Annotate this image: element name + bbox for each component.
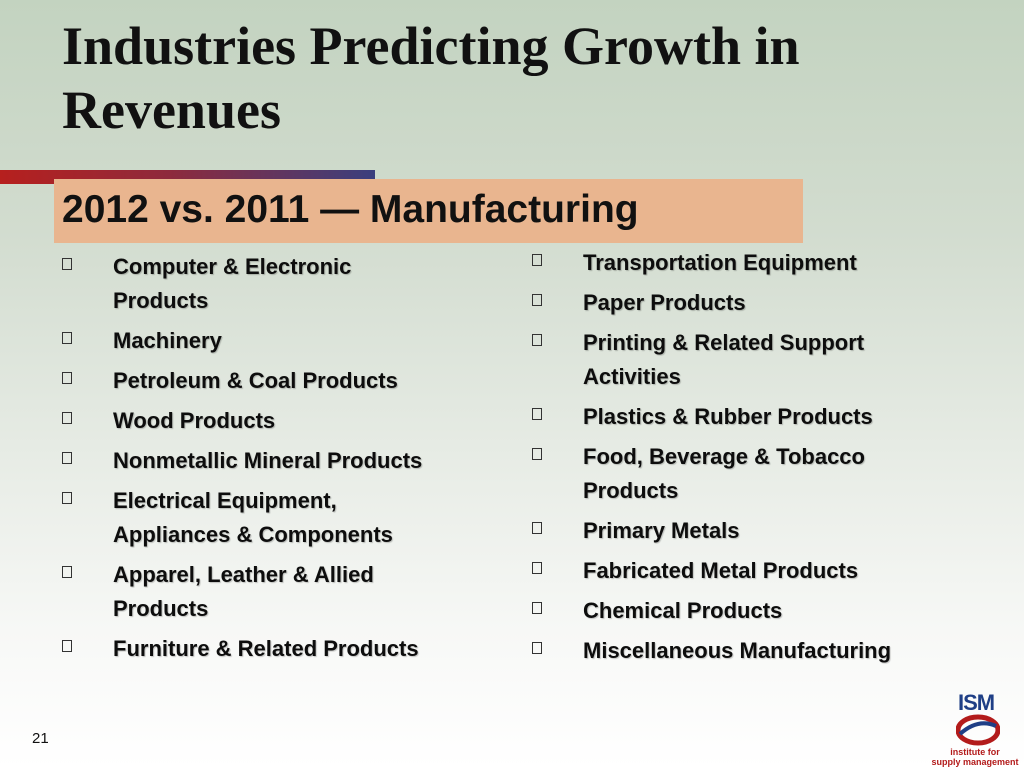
item-label: Transportation Equipment	[583, 250, 857, 275]
square-bullet-icon	[62, 492, 72, 504]
slide-title: Industries Predicting Growth in Revenues	[62, 14, 1002, 142]
logo-swoosh-icon	[956, 714, 1000, 746]
square-bullet-icon	[62, 566, 72, 578]
item-label: Printing & Related Support	[583, 330, 865, 355]
item-label: Wood Products	[113, 408, 276, 433]
item-label: Food, Beverage & Tobacco	[583, 444, 865, 469]
item-label: Plastics & Rubber Products	[583, 404, 873, 429]
item-label: Machinery	[113, 328, 222, 353]
slide-title-line-1: Industries Predicting Growth in	[62, 16, 800, 76]
item-label: Computer & Electronic	[113, 254, 352, 279]
square-bullet-icon	[532, 642, 542, 654]
square-bullet-icon	[532, 522, 542, 534]
item-label: Chemical Products	[583, 598, 783, 623]
item-label-continued: Products	[113, 288, 209, 313]
square-bullet-icon	[532, 562, 542, 574]
item-label-continued: Activities	[583, 364, 681, 389]
subtitle-banner: 2012 vs. 2011 — Manufacturing	[54, 179, 803, 243]
logo-mark: ISM	[958, 690, 995, 715]
item-label: Paper Products	[583, 290, 746, 315]
item-label-continued: Appliances & Components	[113, 522, 393, 547]
item-label: Electrical Equipment,	[113, 488, 337, 513]
logo-text-line-2: supply management	[931, 757, 1019, 767]
square-bullet-icon	[62, 372, 72, 384]
item-label: Primary Metals	[583, 518, 740, 543]
item-label-continued: Products	[113, 596, 209, 621]
item-label: Fabricated Metal Products	[583, 558, 859, 583]
item-label-continued: Products	[583, 478, 679, 503]
square-bullet-icon	[62, 332, 72, 344]
square-bullet-icon	[62, 412, 72, 424]
item-label: Miscellaneous Manufacturing	[583, 638, 892, 663]
item-label: Apparel, Leather & Allied	[113, 562, 374, 587]
square-bullet-icon	[532, 602, 542, 614]
slide-number: 21	[32, 730, 49, 747]
ism-logo-icon: ISM institute for supply management	[930, 690, 1020, 767]
subtitle-text: 2012 vs. 2011 — Manufacturing	[62, 188, 639, 231]
square-bullet-icon	[532, 408, 542, 420]
square-bullet-icon	[532, 448, 542, 460]
square-bullet-icon	[62, 452, 72, 464]
slide-title-line-2: Revenues	[62, 80, 281, 140]
square-bullet-icon	[532, 334, 542, 346]
item-label: Petroleum & Coal Products	[113, 368, 398, 393]
square-bullet-icon	[62, 258, 72, 270]
item-label: Nonmetallic Mineral Products	[113, 448, 423, 473]
item-label: Furniture & Related Products	[113, 636, 419, 661]
logo-text-line-1: institute for	[950, 747, 1000, 757]
square-bullet-icon	[532, 254, 542, 266]
square-bullet-icon	[532, 294, 542, 306]
square-bullet-icon	[62, 640, 72, 652]
